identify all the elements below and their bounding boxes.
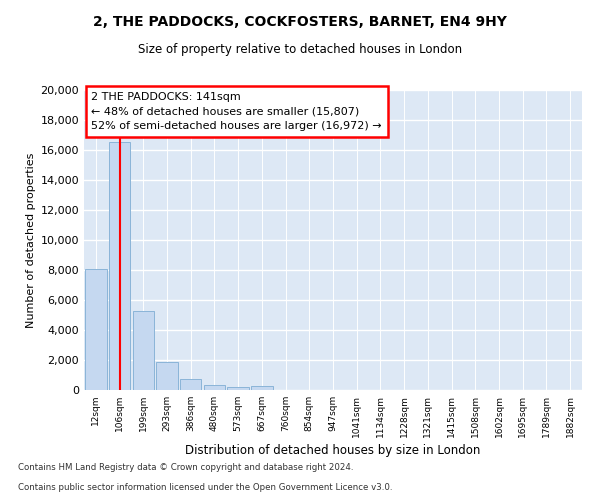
X-axis label: Distribution of detached houses by size in London: Distribution of detached houses by size … [185,444,481,457]
Bar [85,268,107,390]
Bar [109,142,130,390]
Y-axis label: Number of detached properties: Number of detached properties [26,152,37,328]
Bar [157,362,178,390]
Text: Contains public sector information licensed under the Open Government Licence v3: Contains public sector information licen… [18,484,392,492]
Bar [180,379,202,390]
Bar [133,310,154,390]
Text: Contains HM Land Registry data © Crown copyright and database right 2024.: Contains HM Land Registry data © Crown c… [18,464,353,472]
Bar [251,386,272,390]
Bar [227,386,249,390]
Text: Size of property relative to detached houses in London: Size of property relative to detached ho… [138,42,462,56]
Text: 2 THE PADDOCKS: 141sqm
← 48% of detached houses are smaller (15,807)
52% of semi: 2 THE PADDOCKS: 141sqm ← 48% of detached… [91,92,382,131]
Bar [204,385,225,390]
Text: 2, THE PADDOCKS, COCKFOSTERS, BARNET, EN4 9HY: 2, THE PADDOCKS, COCKFOSTERS, BARNET, EN… [93,15,507,29]
